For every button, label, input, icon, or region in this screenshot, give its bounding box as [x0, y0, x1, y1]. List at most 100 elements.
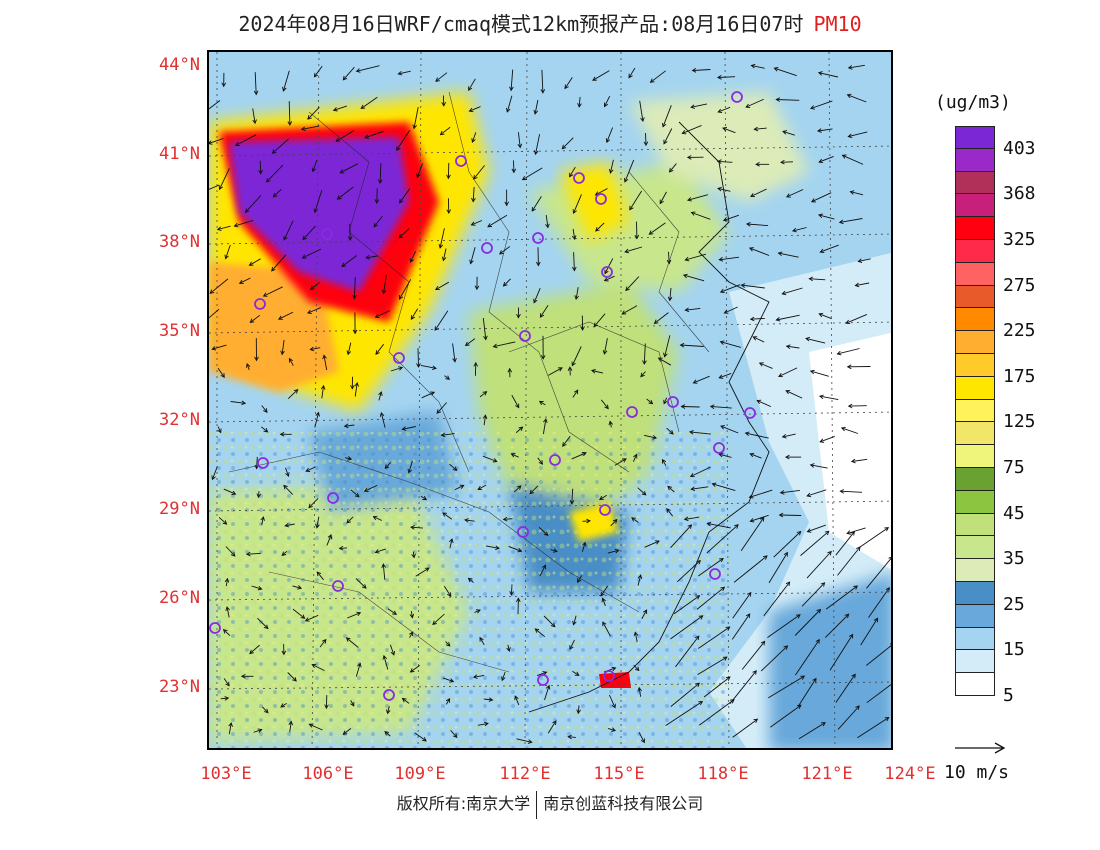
wind-arrow-head	[749, 518, 755, 523]
color-bar-label: 15	[1003, 639, 1025, 661]
wind-arrow-head	[538, 460, 543, 465]
wind-arrow	[602, 598, 606, 606]
wind-arrow-head	[469, 259, 474, 265]
wind-arrow	[750, 317, 765, 320]
wind-arrow	[542, 418, 547, 435]
lat-label-32: 32°N	[159, 410, 200, 430]
wind-arrow	[859, 527, 889, 548]
wind-arrow-head	[352, 294, 357, 300]
wind-arrow	[436, 402, 448, 414]
wind-arrow-head	[401, 697, 407, 703]
wind-arrow-head	[220, 373, 225, 378]
wind-arrow	[384, 461, 392, 469]
lat-label-35: 35°N	[159, 321, 200, 341]
wind-arrow	[837, 546, 861, 576]
wind-arrow	[209, 184, 220, 190]
wind-arrow	[309, 723, 323, 731]
wind-arrow	[223, 488, 236, 495]
wind-arrow-head	[249, 649, 254, 655]
wind-arrow	[220, 697, 229, 700]
wind-arrow-head	[760, 640, 766, 646]
wind-arrow-head	[820, 582, 826, 587]
wind-arrow-head	[684, 307, 690, 313]
wind-arrow-head	[818, 158, 824, 164]
wind-arrow-head	[424, 567, 430, 572]
wind-arrow-head	[573, 389, 579, 395]
wind-arrow	[246, 552, 261, 555]
wind-arrow-head	[434, 326, 439, 331]
wind-arrow-head	[695, 682, 701, 688]
wind-arrow-head	[569, 500, 575, 505]
wind-arrow-head	[410, 315, 416, 320]
wind-arrow-head	[631, 517, 636, 522]
wind-arrow-head	[642, 360, 647, 365]
wind-arrow	[818, 72, 839, 78]
wind-arrow	[485, 545, 500, 549]
wind-arrow-head	[452, 733, 458, 738]
wind-arrow	[592, 70, 610, 81]
wind-arrow	[319, 639, 327, 648]
wind-arrow	[685, 253, 707, 261]
wind-arrow	[609, 421, 612, 428]
wind-arrow-head	[574, 671, 580, 676]
wind-arrow	[354, 382, 358, 397]
wind-arrow-head	[847, 65, 853, 70]
color-bar-segment	[955, 650, 995, 674]
wind-arrow-head	[281, 650, 287, 656]
wind-arrow-head	[515, 403, 520, 409]
wind-arrow	[593, 313, 606, 327]
wind-arrow	[685, 307, 701, 311]
wind-arrow-head	[778, 373, 783, 378]
wind-arrow	[837, 348, 860, 355]
wind-arrow-head	[659, 199, 664, 205]
wind-arrow-head	[641, 490, 647, 496]
color-bar-segment	[955, 604, 995, 628]
wind-arrow-head	[836, 350, 842, 356]
wind-arrow	[632, 454, 638, 462]
wind-arrow-head	[542, 671, 548, 676]
wind-arrow	[285, 523, 295, 527]
wind-arrow	[540, 305, 549, 318]
wind-arrow-head	[430, 391, 436, 396]
wind-arrow-head	[648, 399, 654, 405]
wind-arrow	[786, 345, 800, 349]
wind-arrow	[571, 488, 574, 504]
wind-arrow	[820, 244, 839, 253]
wind-arrow-head	[495, 545, 500, 551]
wind-arrow	[535, 628, 546, 638]
lon-label-112: 112°E	[499, 764, 551, 784]
wind-arrow	[774, 67, 797, 77]
wind-arrow	[209, 308, 220, 319]
wind-arrow-head	[809, 463, 815, 468]
wind-arrow	[693, 375, 710, 384]
wind-arrow	[817, 128, 833, 132]
wind-arrow-head	[339, 169, 345, 174]
wind-arrow-head	[225, 681, 230, 687]
wind-arrow	[654, 312, 669, 324]
speckle-texture	[209, 432, 729, 748]
wind-arrow-head	[277, 315, 283, 320]
wind-arrow-head	[445, 375, 451, 380]
wind-arrow-head	[240, 674, 246, 679]
wind-arrow-head	[305, 467, 311, 472]
wind-arrow	[261, 516, 264, 525]
wind-arrow-head	[540, 89, 546, 94]
wind-arrow-head	[695, 595, 701, 600]
wind-arrow	[399, 279, 412, 300]
wind-arrow	[581, 542, 586, 552]
wind-arrow-head	[441, 101, 447, 107]
wind-arrow	[465, 338, 476, 346]
wind-arrow	[750, 514, 769, 522]
wind-arrow-head	[586, 518, 591, 524]
wind-arrow-head	[841, 154, 847, 159]
ocean-low-region	[709, 252, 891, 748]
wind-arrow-head	[435, 77, 440, 82]
wind-arrow-head	[253, 90, 259, 96]
wind-arrow-head	[785, 193, 791, 198]
wind-arrow-head	[262, 292, 268, 297]
wind-arrow	[474, 609, 481, 613]
wind-arrow-head	[445, 698, 451, 703]
wind-arrow-head	[849, 190, 855, 195]
wind-arrow-head	[327, 534, 333, 539]
lat-label-26: 26°N	[159, 588, 200, 608]
